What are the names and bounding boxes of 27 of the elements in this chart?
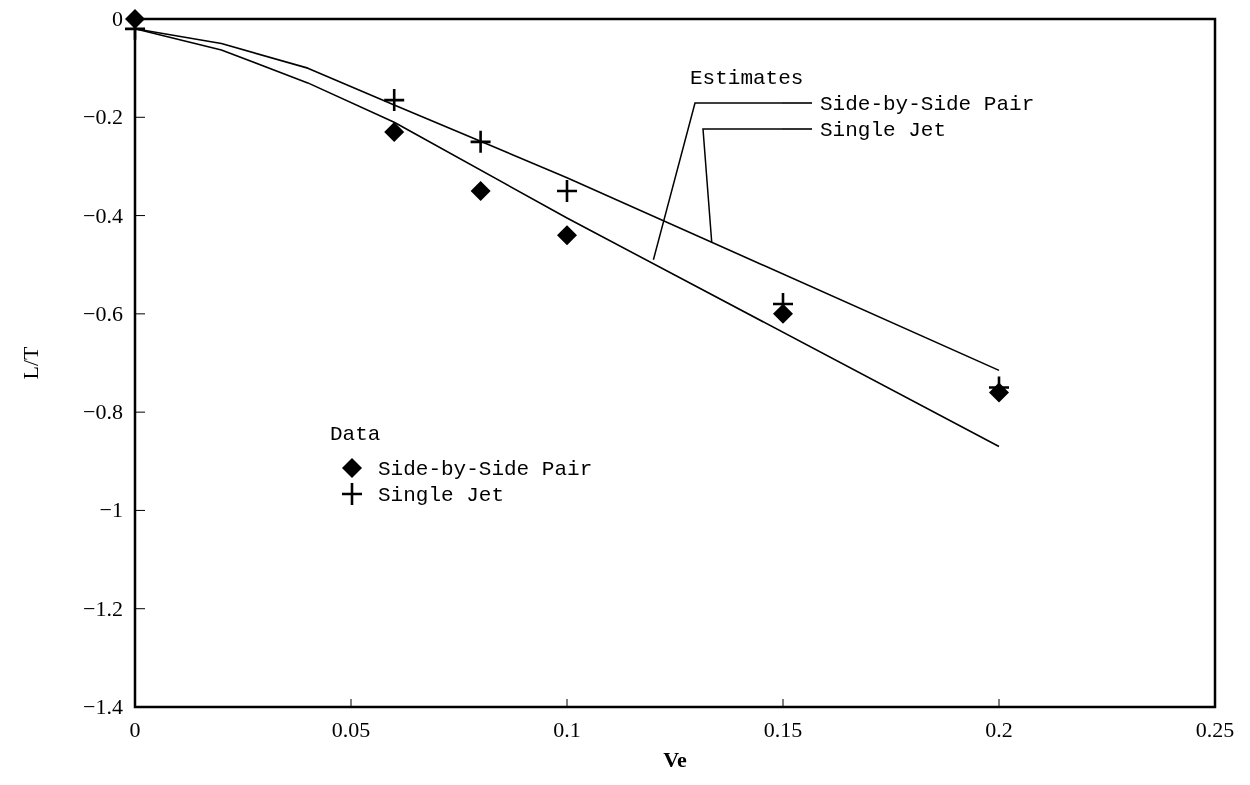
x-tick-label: 0.15 <box>763 717 803 742</box>
legend-label: Single Jet <box>378 484 505 507</box>
y-tick-label: 0 <box>112 6 123 31</box>
x-tick-label: 0 <box>129 717 141 742</box>
point <box>557 225 577 246</box>
point <box>470 130 491 153</box>
legend-label: Side-by-Side Pair <box>378 458 593 481</box>
legend-label: Side-by-Side Pair <box>820 93 1035 116</box>
x-tick-label: 0.2 <box>985 717 1013 742</box>
x-axis-title: Ve <box>663 747 688 772</box>
x-tick-label: 0.25 <box>1195 717 1235 742</box>
legend-label: Single Jet <box>820 119 947 142</box>
x-tick-label: 0.1 <box>553 717 581 742</box>
y-tick-label: −0.6 <box>83 300 123 326</box>
annotation: Estimates <box>690 67 804 90</box>
y-tick-label: −0.8 <box>83 399 123 425</box>
y-tick-label: −0.2 <box>83 104 123 130</box>
y-tick-label: −1 <box>99 497 123 523</box>
y-axis-title: L/T <box>18 345 43 380</box>
y-tick-label: −1.2 <box>83 595 123 621</box>
point <box>470 181 491 201</box>
point <box>384 122 405 143</box>
legend-title: Data <box>330 423 381 446</box>
x-tick-label: 0.05 <box>331 717 371 742</box>
y-tick-label: −0.4 <box>83 202 123 228</box>
y-tick-label: −1.4 <box>83 694 123 719</box>
point <box>384 89 405 112</box>
